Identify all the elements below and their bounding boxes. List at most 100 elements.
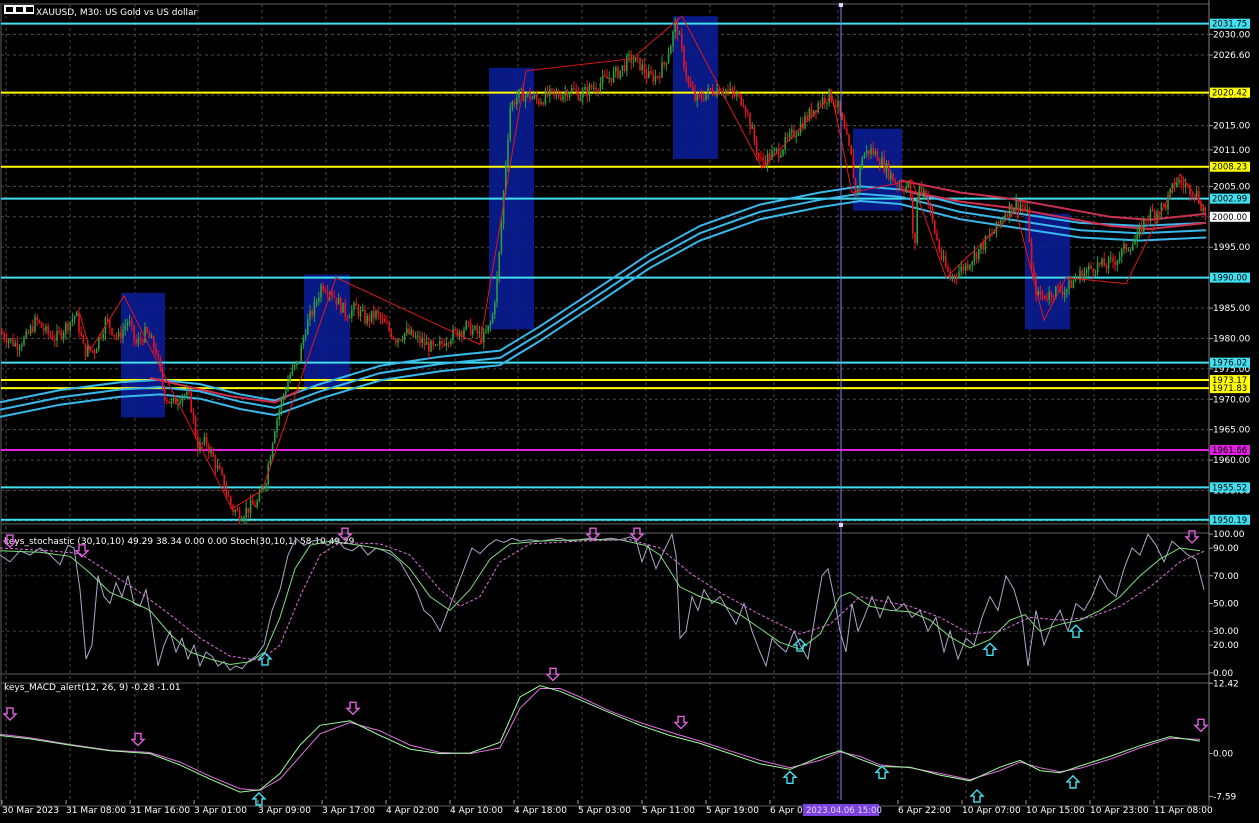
candle-body — [355, 303, 357, 307]
level-price-tag — [1210, 444, 1250, 455]
candle-body — [1066, 289, 1068, 292]
candle-body — [793, 129, 795, 138]
candle-body — [188, 391, 190, 393]
candle-body — [192, 412, 195, 417]
candle-body — [1202, 208, 1204, 211]
candle-body — [606, 75, 608, 79]
candle-body — [997, 221, 1000, 224]
candle-body — [199, 442, 201, 452]
candle-body — [1121, 248, 1123, 257]
candle-body — [925, 190, 927, 198]
candle-body — [945, 256, 947, 267]
candle-body — [450, 340, 452, 344]
candle-body — [903, 189, 905, 192]
candle-body — [135, 339, 137, 344]
candle-body — [32, 326, 34, 332]
candle-body — [1132, 244, 1134, 251]
time-tick-label: 31 Mar 16:00 — [130, 806, 190, 816]
candle-body — [320, 285, 322, 298]
price-tick-label: 1985.00 — [1213, 304, 1250, 314]
candle-body — [1013, 207, 1015, 213]
candle-body — [705, 94, 707, 101]
candle-body — [280, 399, 283, 411]
candle-body — [1099, 262, 1101, 265]
candle-body — [483, 332, 485, 343]
candle-body — [49, 333, 52, 336]
candle-body — [223, 474, 225, 489]
candle-body — [1015, 200, 1017, 208]
candle-body — [511, 102, 514, 109]
candle-body — [84, 343, 87, 357]
price-tick-label: 2015.00 — [1213, 122, 1250, 132]
level-price-tag — [1210, 357, 1250, 368]
candle-body — [826, 102, 828, 104]
candle-body — [14, 343, 16, 346]
candle-body — [529, 91, 531, 100]
candle-body — [137, 338, 140, 344]
candle-body — [430, 341, 432, 352]
candle-body — [1178, 180, 1180, 183]
stoch-tick-label: 90.00 — [1213, 544, 1239, 554]
candle-body — [469, 321, 472, 335]
candle-body — [936, 233, 938, 241]
candle-body — [1081, 270, 1083, 281]
stoch-tick-label: 0.00 — [1213, 669, 1233, 679]
candle-body — [749, 113, 751, 129]
candle-body — [1088, 265, 1090, 270]
candle-body — [414, 336, 417, 338]
level-price-tag — [1210, 383, 1250, 394]
candle-body — [1092, 268, 1094, 273]
candle-body — [524, 95, 527, 102]
candle-body — [1000, 220, 1002, 224]
candle-body — [683, 46, 685, 68]
candle-body — [326, 291, 329, 295]
candle-body — [1026, 209, 1028, 211]
candle-body — [817, 103, 819, 113]
candle-body — [80, 332, 82, 336]
moving-average-line — [0, 192, 1207, 411]
candle-body — [73, 316, 76, 320]
candle-body — [432, 341, 434, 346]
candle-body — [1085, 269, 1088, 273]
chart-menu-icon-detail — [16, 7, 23, 12]
candle-body — [126, 322, 129, 326]
candle-body — [353, 303, 355, 310]
candle-body — [681, 33, 683, 47]
candle-body — [738, 94, 740, 96]
candle-body — [410, 330, 412, 335]
time-tick-label: 4 Apr 02:00 — [386, 806, 439, 816]
candle-body — [531, 97, 533, 100]
candle-body — [452, 328, 454, 341]
candle-body — [40, 322, 43, 328]
candle-body — [494, 302, 496, 315]
candle-body — [621, 65, 624, 71]
candle-body — [808, 108, 811, 121]
candle-body — [685, 67, 687, 78]
candle-body — [507, 139, 509, 166]
candle-body — [289, 374, 291, 382]
candle-body — [1200, 203, 1202, 211]
stoch-tick-label: 50.00 — [1213, 600, 1239, 610]
candle-body — [100, 336, 102, 339]
candle-body — [340, 297, 342, 313]
candle-body — [500, 223, 503, 252]
candle-body — [60, 331, 63, 339]
candle-body — [377, 310, 379, 315]
candle-body — [98, 336, 100, 349]
candle-body — [403, 333, 406, 340]
candle-body — [293, 364, 296, 368]
candle-body — [703, 98, 705, 101]
candle-body — [901, 185, 903, 190]
candle-body — [650, 71, 652, 74]
candle-body — [707, 88, 709, 95]
buy-signal-arrow-icon — [782, 770, 798, 785]
zigzag-line — [79, 15, 1207, 510]
candle-body — [67, 323, 69, 331]
candle-body — [5, 338, 8, 343]
candle-body — [232, 505, 234, 513]
candle-body — [854, 178, 857, 194]
candle-body — [509, 108, 511, 140]
candle-body — [720, 93, 723, 95]
